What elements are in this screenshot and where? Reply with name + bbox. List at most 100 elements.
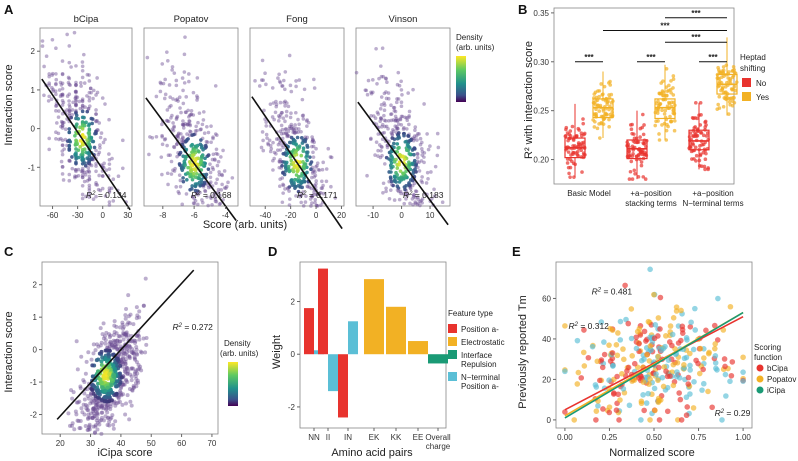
- panel-a-point: [59, 119, 64, 124]
- panel-e-point: [700, 380, 707, 387]
- panel-a-point: [395, 82, 400, 87]
- panel-a-point: [324, 179, 329, 184]
- panel-e-r2-orange: R2 = 0.29: [715, 408, 751, 418]
- panel-a-point: [65, 32, 69, 37]
- panel-e-point: [712, 353, 719, 359]
- panel-b-point: [667, 101, 672, 106]
- panel-c-point: [120, 402, 125, 407]
- panel-c-point: [88, 411, 93, 416]
- panel-b-label: B: [518, 2, 527, 17]
- panel-a-point: [206, 167, 211, 171]
- panel-b-box: [654, 98, 676, 120]
- panel-a-point: [289, 124, 294, 129]
- panel-a-point: [273, 110, 278, 115]
- panel-a-point: [310, 137, 315, 142]
- panel-c-point: [125, 371, 130, 376]
- panel-b-point: [660, 123, 664, 127]
- panel-e-point: [684, 337, 690, 343]
- panel-a-point: [311, 155, 316, 159]
- panel-a-point: [177, 152, 182, 156]
- panel-a-point: [67, 82, 72, 87]
- panel-e-xtick-label: 1.00: [735, 433, 751, 442]
- panel-e-point: [606, 377, 612, 384]
- panel-b-ytick-label: 0.25: [533, 107, 549, 116]
- panel-b-point: [653, 123, 658, 128]
- panel-b-sig-label: ***: [660, 21, 670, 30]
- panel-a-point: [181, 123, 186, 127]
- panel-a-point: [392, 198, 397, 202]
- panel-a-point: [88, 86, 93, 91]
- panel-a-point: [260, 130, 265, 134]
- panel-a-point: [198, 127, 203, 132]
- panel-a-point: [415, 159, 420, 164]
- panel-c-point: [93, 430, 98, 435]
- panel-c-point: [92, 384, 97, 389]
- panel-e-point: [690, 346, 697, 353]
- panel-c-point: [100, 403, 105, 408]
- panel-e-point: [614, 373, 620, 380]
- panel-a-point: [194, 124, 198, 129]
- panel-a-point: [173, 166, 177, 171]
- panel-c-point: [120, 360, 125, 365]
- panel-a-point: [398, 153, 402, 158]
- panel-a-point: [298, 185, 303, 189]
- panel-a-point: [309, 204, 313, 208]
- panel-a-point: [62, 120, 66, 125]
- panel-a-point: [287, 189, 291, 193]
- panel-c-point: [92, 398, 97, 403]
- panel-d-category-label: EE: [413, 433, 424, 442]
- panel-b-box: [688, 129, 710, 151]
- panel-c-point: [80, 410, 85, 415]
- panel-a-point: [425, 132, 429, 136]
- panel-a-point: [387, 157, 391, 161]
- panel-c-point: [125, 365, 130, 370]
- panel-c-point: [136, 363, 141, 368]
- panel-b-sig-label: ***: [708, 53, 718, 62]
- panel-a-point: [176, 134, 180, 139]
- panel-a-point: [408, 201, 412, 206]
- panel-a-point: [310, 201, 314, 205]
- panel-c-point: [123, 359, 128, 364]
- panel-a-point: [401, 171, 405, 176]
- panel-a-point: [389, 112, 393, 117]
- panel-a-point: [87, 95, 92, 100]
- panel-a-point: [193, 129, 198, 133]
- panel-a-point: [49, 97, 54, 101]
- panel-a-point: [80, 196, 85, 201]
- panel-e-point: [655, 315, 662, 321]
- panel-c-point: [116, 333, 121, 338]
- panel-a-point: [111, 199, 116, 203]
- panel-c-point: [125, 379, 130, 384]
- panel-a-point: [145, 55, 150, 60]
- panel-a-point: [310, 138, 315, 143]
- panel-a-point: [277, 115, 282, 119]
- panel-c-point: [115, 338, 120, 343]
- panel-e-point: [683, 412, 690, 419]
- panel-a-density-colorbar: [456, 56, 466, 102]
- panel-a-point: [171, 121, 175, 125]
- panel-a-point: [211, 136, 215, 141]
- panel-a-point: [397, 136, 401, 140]
- panel-a-point: [188, 129, 192, 134]
- panel-a-point: [74, 142, 78, 147]
- panel-c-point: [121, 392, 126, 397]
- panel-a-point: [84, 194, 88, 199]
- panel-a-point: [286, 186, 290, 190]
- panel-a-title-bcipa: bCipa: [74, 14, 100, 25]
- panel-c-point: [101, 406, 106, 411]
- panel-c-point: [90, 400, 95, 405]
- panel-e-point: [722, 371, 729, 378]
- panel-a-point: [396, 122, 401, 126]
- panel-c-point: [69, 388, 74, 393]
- panel-e-xtick-label: 0.00: [557, 433, 573, 442]
- panel-e-point: [599, 364, 606, 371]
- panel-c-point: [89, 357, 94, 362]
- panel-a-point: [94, 169, 98, 174]
- panel-e-point: [562, 368, 568, 375]
- panel-e-point: [600, 406, 606, 412]
- panel-a-point: [429, 170, 433, 174]
- panel-a-point: [391, 105, 396, 110]
- panel-a-point: [396, 131, 401, 135]
- panel-a-point: [65, 94, 70, 98]
- panel-a-point: [311, 144, 316, 149]
